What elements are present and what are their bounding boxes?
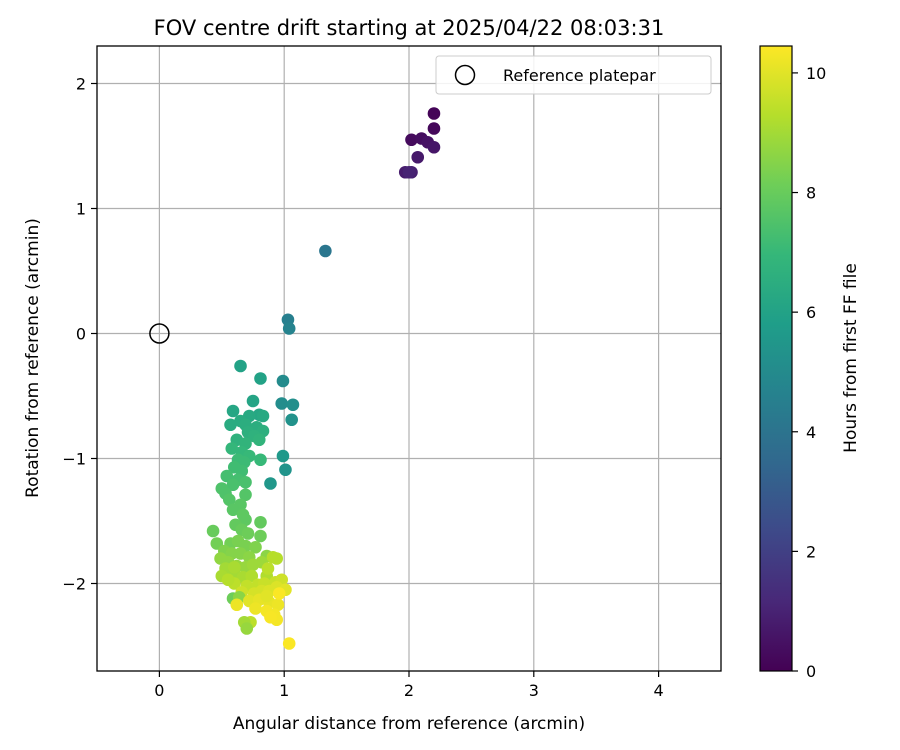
- scatter-point: [254, 515, 267, 529]
- scatter-point: [272, 587, 286, 600]
- scatter-point: [241, 527, 255, 540]
- y-axis-label: Rotation from reference (arcmin): [23, 218, 43, 498]
- y-tick-label: 0: [76, 325, 86, 344]
- scatter-point: [239, 475, 252, 489]
- scatter-point: [206, 524, 220, 538]
- y-tick-label: 2: [76, 75, 86, 94]
- scatter-point: [239, 488, 252, 502]
- scatter-point: [227, 560, 241, 574]
- scatter-point: [319, 244, 332, 258]
- x-tick-label: 0: [154, 681, 164, 700]
- scatter-point: [427, 140, 441, 154]
- legend-reference-marker: [454, 64, 476, 86]
- scatter-point: [254, 372, 267, 385]
- scatter-point: [264, 477, 277, 490]
- scatter-point: [249, 540, 262, 554]
- scatter-point: [254, 453, 267, 467]
- scatter-point: [285, 413, 298, 427]
- scatter-point: [286, 398, 300, 412]
- colorbar: [759, 45, 793, 672]
- y-axis-ticks: 2 1 0 −1 −2: [62, 75, 97, 594]
- scatter-point: [282, 637, 296, 650]
- scatter-point: [230, 598, 244, 612]
- legend-reference-label: Reference platepar: [503, 66, 656, 85]
- scatter-point: [221, 573, 235, 587]
- x-tick-label: 1: [279, 681, 289, 700]
- scatter-point: [402, 165, 416, 179]
- scatter-point: [427, 122, 441, 135]
- scatter-point: [261, 562, 275, 575]
- scatter-point: [226, 404, 240, 418]
- scatter-point: [256, 409, 270, 423]
- scatter-point: [405, 133, 418, 147]
- scatter-points: [206, 107, 441, 650]
- scatter-point: [282, 322, 296, 335]
- scatter-point: [427, 107, 441, 120]
- scatter-point: [276, 449, 290, 463]
- scatter-point: [226, 503, 240, 517]
- legend-box: [435, 55, 712, 95]
- colorbar-tick-label: 0: [806, 662, 816, 681]
- x-axis-label: Angular distance from reference (arcmin): [233, 714, 585, 734]
- legend: Reference platepar: [435, 55, 712, 95]
- scatter-point: [245, 569, 259, 583]
- scatter-point: [225, 442, 239, 455]
- scatter-point: [275, 397, 289, 410]
- scatter-point: [264, 610, 277, 624]
- reference-platepar-marker: [149, 323, 170, 344]
- x-tick-label: 2: [404, 681, 414, 700]
- scatter-point: [260, 589, 274, 603]
- x-tick-label: 4: [654, 681, 664, 700]
- scatter-point: [239, 513, 252, 527]
- scatter-point: [279, 463, 292, 477]
- scatter-point: [220, 469, 234, 483]
- scatter-point: [240, 622, 254, 635]
- scatter-point: [276, 374, 290, 388]
- colorbar-tick-label: 10: [806, 64, 826, 83]
- colorbar-tick-label: 4: [806, 423, 816, 442]
- scatter-point: [246, 394, 260, 408]
- y-tick-label: −2: [62, 575, 86, 594]
- chart-title: FOV centre drift starting at 2025/04/22 …: [154, 16, 665, 40]
- scatter-point: [222, 493, 236, 507]
- scatter-point: [252, 433, 266, 447]
- colorbar-tick-label: 2: [806, 542, 816, 561]
- colorbar-tick-label: 6: [806, 303, 816, 322]
- scatter-point: [254, 529, 267, 543]
- colorbar-tick-label: 8: [806, 184, 816, 203]
- y-tick-label: −1: [62, 450, 86, 469]
- colorbar-ticks: 0 2 4 6 8 10: [792, 64, 826, 681]
- scatter-point: [224, 418, 237, 432]
- y-tick-label: 1: [76, 200, 86, 219]
- scatter-point: [234, 359, 247, 373]
- colorbar-label: Hours from first FF file: [841, 263, 861, 453]
- scatter-point: [270, 552, 284, 565]
- grid-lines: [97, 46, 721, 671]
- scatter-point: [411, 150, 425, 164]
- x-tick-label: 3: [529, 681, 539, 700]
- scatter-point: [271, 598, 285, 612]
- scatter-point: [226, 478, 240, 492]
- x-axis-ticks: 0 1 2 3 4: [154, 671, 664, 700]
- scatter-point: [249, 602, 262, 615]
